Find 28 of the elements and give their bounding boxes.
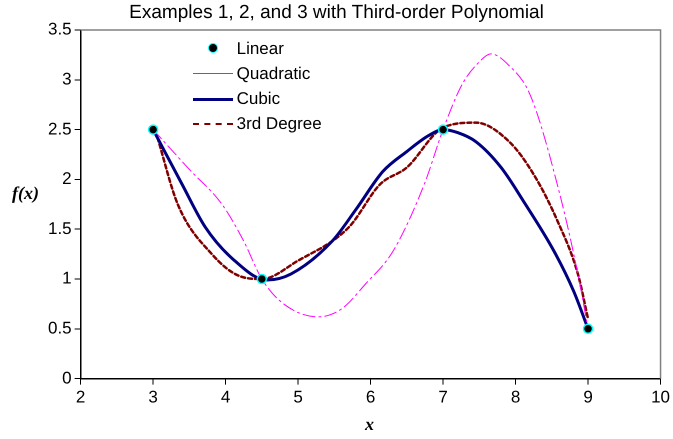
x-tick-label: 7	[438, 387, 448, 406]
x-tick-label: 10	[651, 387, 670, 406]
y-tick-label: 3	[62, 69, 72, 88]
point	[582, 324, 594, 334]
chart-title: Examples 1, 2, and 3 with Third-order Polynomial	[129, 2, 544, 23]
y-tick-label: 0	[62, 368, 72, 388]
legend-label: Quadratic	[236, 63, 310, 85]
x-axis-title: x	[365, 414, 374, 435]
y-tick-label: 3.5	[48, 20, 72, 39]
x-tick-label: 5	[293, 387, 303, 406]
x-tick-label: 4	[220, 387, 230, 406]
y-tick-label: 1	[62, 268, 72, 288]
y-tick-label: 0.5	[48, 318, 72, 338]
x-tick-label: 6	[366, 387, 376, 406]
legend-label: Cubic	[236, 88, 280, 110]
x-tick-label: 3	[148, 387, 158, 406]
x-tick-label: 9	[583, 387, 593, 406]
y-tick-label: 1.5	[48, 218, 72, 238]
point	[438, 124, 448, 135]
legend-label: Linear	[236, 38, 284, 60]
x-tick-label: 8	[510, 387, 520, 406]
y-axis-title: f(x)	[12, 183, 39, 204]
y-tick-label: 2.5	[48, 119, 72, 138]
point	[148, 124, 158, 135]
point	[256, 274, 268, 284]
legend-label: 3rd Degree	[236, 113, 322, 135]
x-tick-label: 2	[76, 387, 86, 406]
y-tick-label: 2	[62, 169, 72, 188]
